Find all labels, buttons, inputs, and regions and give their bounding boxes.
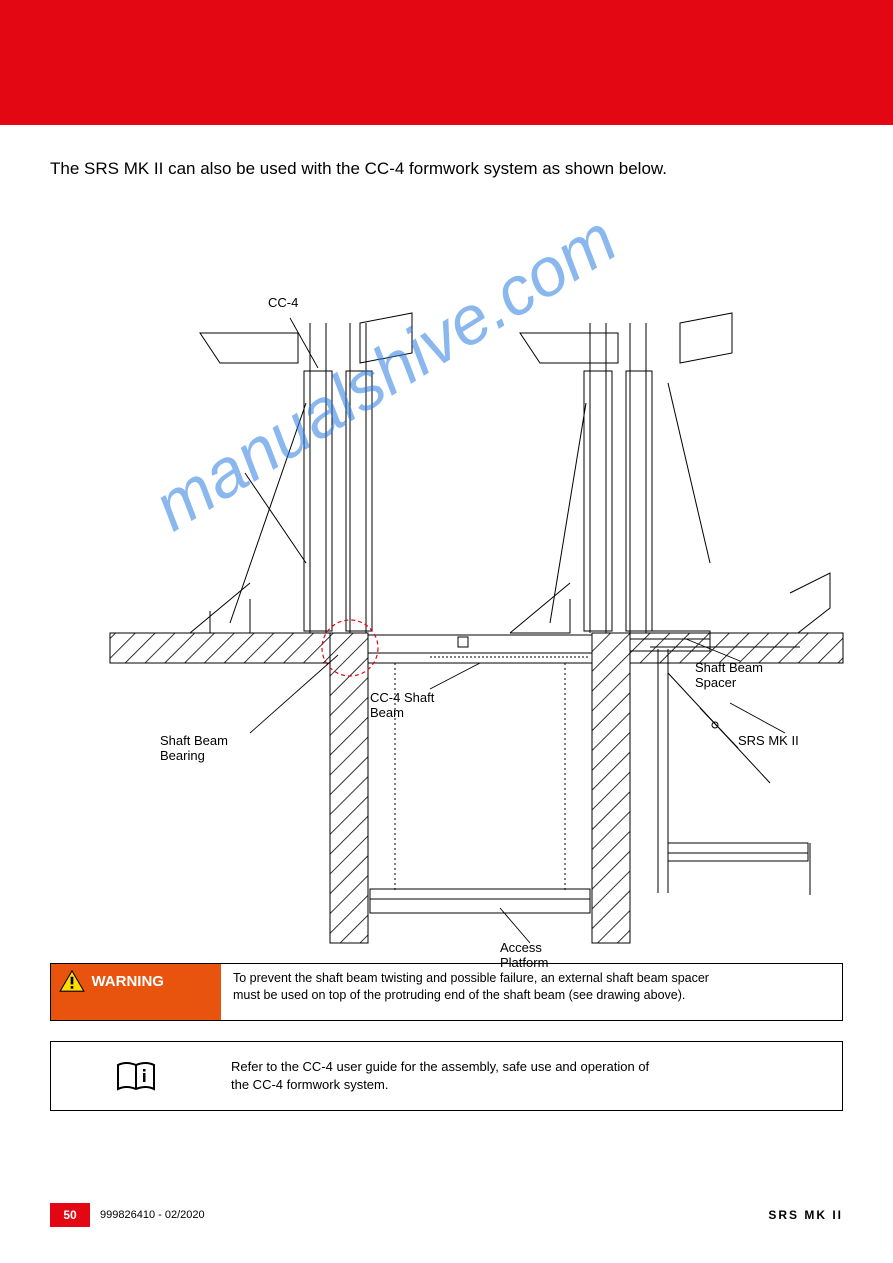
label-srs: SRS MK II: [738, 733, 799, 748]
warning-box: WARNING To prevent the shaft beam twisti…: [50, 963, 843, 1021]
diagram-svg: [50, 203, 843, 943]
label-shaft-bearing: Shaft Beam Bearing: [160, 733, 228, 763]
intro-paragraph: The SRS MK II can also be used with the …: [50, 157, 850, 182]
page-number-badge: 50: [50, 1203, 90, 1227]
note-line2: the CC-4 formwork system.: [231, 1077, 388, 1092]
label-shaft-beam: CC-4 Shaft Beam: [370, 690, 434, 720]
doc-version: 999826410 - 02/2020: [100, 1209, 205, 1221]
warning-line1: To prevent the shaft beam twisting and p…: [233, 971, 709, 985]
warning-body: To prevent the shaft beam twisting and p…: [221, 964, 831, 1010]
top-banner: [0, 0, 893, 125]
note-body: Refer to the CC-4 user guide for the ass…: [221, 1052, 842, 1100]
manual-icon-cell: [51, 1042, 221, 1110]
warning-triangle-icon: [59, 970, 85, 992]
footer-bar: 50 999826410 - 02/2020 SRS MK II: [50, 1203, 843, 1227]
warning-header: WARNING: [51, 964, 221, 1020]
note-box: Refer to the CC-4 user guide for the ass…: [50, 1041, 843, 1111]
label-cc4-top: CC-4: [268, 295, 298, 310]
manual-icon: [114, 1059, 158, 1093]
product-label: SRS MK II: [768, 1208, 843, 1222]
warning-title: WARNING: [91, 973, 164, 990]
label-shaft-spacer: Shaft Beam Spacer: [695, 660, 763, 690]
warning-line2: must be used on top of the protruding en…: [233, 988, 685, 1002]
technical-diagram: [50, 203, 843, 943]
note-line1: Refer to the CC-4 user guide for the ass…: [231, 1059, 649, 1074]
